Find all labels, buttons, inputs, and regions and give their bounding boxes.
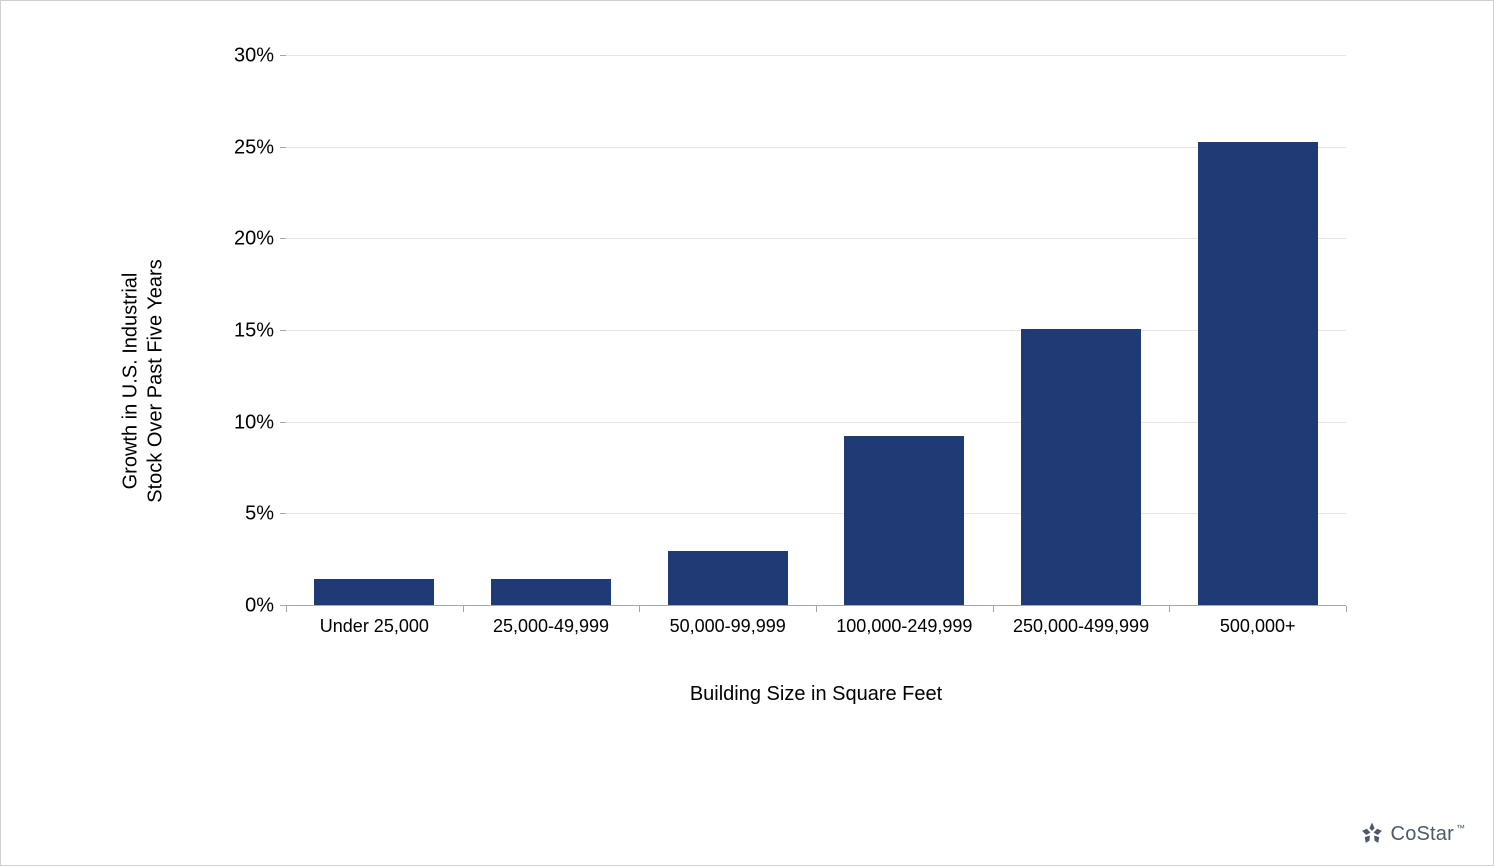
y-axis-title-text: Growth in U.S. Industrial Stock Over Pas… [119, 259, 169, 502]
y-axis-title-line2: Stock Over Past Five Years [145, 259, 167, 502]
x-tick-mark [286, 606, 287, 612]
bars-group [286, 56, 1346, 606]
bar-slot [1169, 56, 1346, 606]
x-tick-label: 500,000+ [1169, 616, 1346, 646]
x-tick-label: 100,000-249,999 [816, 616, 993, 646]
x-tick-mark [993, 606, 994, 612]
costar-logo-text: CoStar [1391, 823, 1454, 846]
y-tick-label: 30% [234, 45, 274, 68]
bar [844, 436, 964, 607]
x-tick-mark [639, 606, 640, 612]
x-tick-label: Under 25,000 [286, 616, 463, 646]
y-axis-title-line1: Growth in U.S. Industrial [120, 273, 142, 490]
bar [668, 551, 788, 606]
trademark-symbol: ™ [1456, 823, 1465, 833]
y-tick-label: 5% [245, 503, 274, 526]
y-tick-label: 0% [245, 595, 274, 618]
x-axis-title: Building Size in Square Feet [286, 683, 1346, 706]
bar [1198, 142, 1318, 606]
bar [314, 579, 434, 607]
x-tick-mark [463, 606, 464, 612]
bar-slot [993, 56, 1170, 606]
bar-slot [639, 56, 816, 606]
bar [491, 579, 611, 607]
bar-slot [463, 56, 640, 606]
plot-area: 0%5%10%15%20%25%30% [286, 56, 1346, 606]
y-tick-label: 25% [234, 136, 274, 159]
x-tick-label: 250,000-499,999 [993, 616, 1170, 646]
costar-logo: CoStar ™ [1359, 821, 1465, 847]
chart-container: Growth in U.S. Industrial Stock Over Pas… [116, 56, 1376, 706]
y-axis-title: Growth in U.S. Industrial Stock Over Pas… [116, 56, 171, 706]
y-tick-label: 20% [234, 228, 274, 251]
bar-slot [816, 56, 993, 606]
y-tick-label: 10% [234, 411, 274, 434]
x-axis-labels: Under 25,00025,000-49,99950,000-99,99910… [286, 616, 1346, 646]
bar [1021, 329, 1141, 606]
x-axis-line [286, 605, 1346, 606]
bar-slot [286, 56, 463, 606]
x-tick-label: 50,000-99,999 [639, 616, 816, 646]
x-tick-label: 25,000-49,999 [463, 616, 640, 646]
x-tick-mark [816, 606, 817, 612]
y-tick-label: 15% [234, 320, 274, 343]
costar-logo-icon [1359, 821, 1385, 847]
chart-frame: Growth in U.S. Industrial Stock Over Pas… [0, 0, 1494, 866]
x-tick-mark [1346, 606, 1347, 612]
x-tick-mark [1169, 606, 1170, 612]
